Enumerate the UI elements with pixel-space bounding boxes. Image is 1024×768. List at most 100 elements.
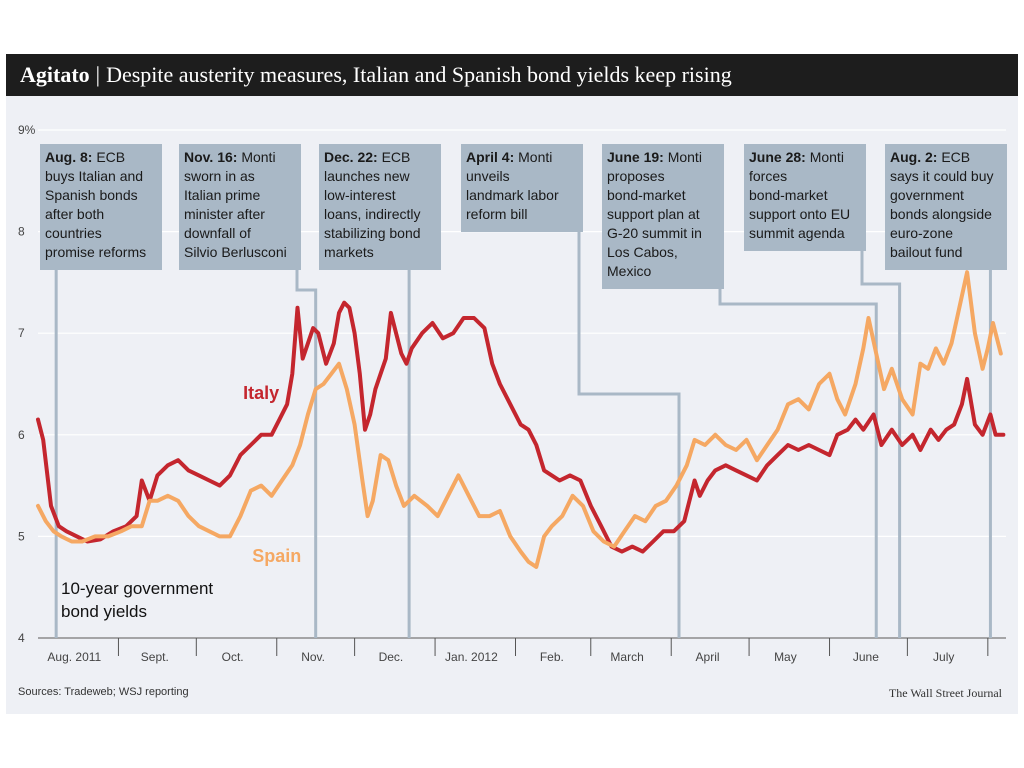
annotation-text-line: buys Italian and <box>45 168 143 184</box>
annotation-date: Dec. 22: <box>324 149 378 165</box>
annotation-box <box>319 144 441 270</box>
annotation-text-line: downfall of <box>184 225 251 241</box>
annotation-text-line: support onto EU <box>749 206 850 222</box>
annotation-text: Monti <box>806 149 844 165</box>
annotation-text-line: support plan at <box>607 206 700 222</box>
annotation-text-line: says it could buy <box>890 168 994 184</box>
annotation-text-line: Los Cabos, <box>607 244 678 260</box>
annotation-connector <box>295 270 318 638</box>
annotation-text-line: low-interest <box>324 187 396 203</box>
annotation-text: ECB <box>92 149 125 165</box>
source-note: Sources: Tradeweb; WSJ reporting <box>18 686 189 698</box>
chart-figure: Agitato | Despite austerity measures, It… <box>6 54 1018 714</box>
annotation-date: June 19: <box>607 149 664 165</box>
annotation-connector-layer <box>54 232 992 638</box>
annotation-text-line: Aug. 2: ECB <box>890 149 970 165</box>
series-line-spain <box>36 270 1003 569</box>
annotation-date: April 4: <box>466 149 514 165</box>
x-tick-label: Jan. 2012 <box>445 650 498 664</box>
y-tick-label: 4 <box>18 631 25 645</box>
annotation-text-line: bond-market <box>749 187 828 203</box>
annotation-date: Aug. 2: <box>890 149 937 165</box>
header-separator: | <box>95 62 101 87</box>
annotation-text-line: June 28: Monti <box>749 149 844 165</box>
annotation-text-line: sworn in as <box>184 168 255 184</box>
x-tick-label: April <box>696 650 720 664</box>
annotation-text-line: summit agenda <box>749 225 845 241</box>
annotation-box <box>40 144 162 270</box>
annotation-text-line: loans, indirectly <box>324 206 421 222</box>
x-tick-label: Aug. 2011 <box>47 650 101 664</box>
publisher-credit: The Wall Street Journal <box>888 686 1002 700</box>
annotation-text-line: markets <box>324 244 374 260</box>
y-tick-label: 8 <box>18 225 25 239</box>
chart-plot: Aug. 8: ECB buys Italian and Spanish bonds… <box>18 123 1007 664</box>
x-tick-label: Dec. <box>379 650 404 664</box>
annotation-box <box>744 144 866 251</box>
x-tick-label: May <box>774 650 797 664</box>
x-tick-label: Sept. <box>141 650 169 664</box>
chart-kicker: Agitato <box>20 62 90 87</box>
annotation-text-line: G-20 summit in <box>607 225 702 241</box>
annotation-text-line: Silvio Berlusconi <box>184 244 287 260</box>
annotation-text-line: June 19: Monti <box>607 149 702 165</box>
annotation-text: Monti <box>237 149 275 165</box>
annotation-text-line: Nov. 16: Monti <box>184 149 276 165</box>
chart-header: Agitato | Despite austerity measures, It… <box>6 54 1018 96</box>
annotation-text: Monti <box>664 149 702 165</box>
series-line-italy <box>36 300 1006 554</box>
series-label-italy: Italy <box>243 383 279 403</box>
y-tick-label: 9% <box>18 123 36 137</box>
x-tick-label: Oct. <box>222 650 244 664</box>
annotation-text: Monti <box>514 149 552 165</box>
x-tick-label: Nov. <box>301 650 325 664</box>
annotation-text-line: Spanish bonds <box>45 187 138 203</box>
annotation-text-line: stabilizing bond <box>324 225 421 241</box>
annotation-connector <box>577 232 681 638</box>
annotation-text-line: Aug. 8: ECB <box>45 149 125 165</box>
annotation-text-line: forces <box>749 168 787 184</box>
annotation-connector <box>718 289 878 638</box>
series-label-spain: Spain <box>252 546 301 566</box>
annotation-box <box>602 144 724 289</box>
annotation-connector <box>860 251 902 638</box>
chart-subject-label: bond yields <box>61 602 147 621</box>
x-tick-label: June <box>853 650 879 664</box>
annotation-text-line: bond-market <box>607 187 686 203</box>
series-layer <box>36 270 1006 569</box>
annotation-text-line: promise reforms <box>45 244 146 260</box>
annotation-text: ECB <box>378 149 411 165</box>
y-tick-label: 5 <box>18 529 25 543</box>
x-tick-label: July <box>933 650 954 664</box>
label-layer: 4 5 6 7 8 9% Aug. 2011 Sept. Oct. Nov. Dec. Jan. 20… <box>18 123 954 664</box>
annotation-date: Aug. 8: <box>45 149 92 165</box>
annotation-text-line: reform bill <box>466 206 527 222</box>
annotation-date: June 28: <box>749 149 806 165</box>
annotation-box <box>885 144 1007 270</box>
annotation-text-line: Italian prime <box>184 187 260 203</box>
annotation-text-line: minister after <box>184 206 265 222</box>
annotation-text-line: euro-zone <box>890 225 953 241</box>
annotation-text-line: launches new <box>324 168 411 184</box>
chart-headline: Despite austerity measures, Italian and … <box>106 62 732 87</box>
annotation-box <box>461 144 583 232</box>
annotation-text-line: government <box>890 187 964 203</box>
annotation-text-line: April 4: Monti <box>466 149 552 165</box>
annotation-date: Nov. 16: <box>184 149 237 165</box>
annotation-text-line: countries <box>45 225 102 241</box>
annotation-text-line: Mexico <box>607 263 652 279</box>
annotation-text-line: Dec. 22: ECB <box>324 149 410 165</box>
annotation-text-line: landmark labor <box>466 187 559 203</box>
y-tick-label: 6 <box>18 428 25 442</box>
annotation-text-line: bailout fund <box>890 244 962 260</box>
annotation-box <box>179 144 301 270</box>
x-tick-label: Feb. <box>540 650 564 664</box>
y-tick-label: 7 <box>18 326 25 340</box>
annotation-text-line: unveils <box>466 168 510 184</box>
x-tick-label: March <box>610 650 643 664</box>
chart-subject-label: 10-year government <box>61 579 213 598</box>
annotation-text: ECB <box>937 149 970 165</box>
annotation-text-line: after both <box>45 206 104 222</box>
annotation-text-line: bonds alongside <box>890 206 992 222</box>
annotation-text-line: proposes <box>607 168 665 184</box>
